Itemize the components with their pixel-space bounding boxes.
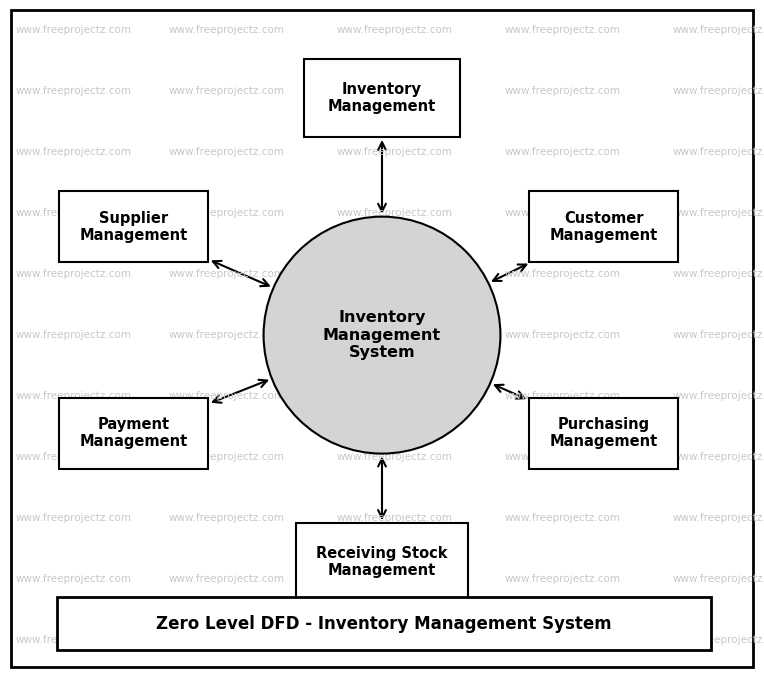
Text: Receiving Stock
Management: Receiving Stock Management: [316, 546, 448, 578]
Text: www.freeprojectz.com: www.freeprojectz.com: [168, 330, 284, 340]
Text: www.freeprojectz.com: www.freeprojectz.com: [336, 513, 452, 523]
Text: www.freeprojectz.com: www.freeprojectz.com: [672, 391, 764, 401]
FancyBboxPatch shape: [529, 397, 678, 468]
Text: www.freeprojectz.com: www.freeprojectz.com: [504, 574, 620, 584]
Text: Inventory
Management
System: Inventory Management System: [323, 310, 441, 360]
FancyBboxPatch shape: [57, 597, 711, 650]
Text: www.freeprojectz.com: www.freeprojectz.com: [168, 148, 284, 157]
Text: www.freeprojectz.com: www.freeprojectz.com: [672, 513, 764, 523]
Text: www.freeprojectz.com: www.freeprojectz.com: [336, 87, 452, 96]
Text: www.freeprojectz.com: www.freeprojectz.com: [15, 391, 131, 401]
Text: www.freeprojectz.com: www.freeprojectz.com: [168, 87, 284, 96]
Text: Inventory
Management: Inventory Management: [328, 82, 436, 114]
Text: www.freeprojectz.com: www.freeprojectz.com: [168, 635, 284, 645]
Text: www.freeprojectz.com: www.freeprojectz.com: [15, 26, 131, 35]
Text: www.freeprojectz.com: www.freeprojectz.com: [15, 269, 131, 279]
Text: www.freeprojectz.com: www.freeprojectz.com: [168, 452, 284, 462]
Text: www.freeprojectz.com: www.freeprojectz.com: [15, 635, 131, 645]
FancyBboxPatch shape: [296, 523, 468, 601]
Text: www.freeprojectz.com: www.freeprojectz.com: [672, 209, 764, 218]
Text: www.freeprojectz.com: www.freeprojectz.com: [168, 391, 284, 401]
Text: www.freeprojectz.com: www.freeprojectz.com: [168, 269, 284, 279]
Text: www.freeprojectz.com: www.freeprojectz.com: [336, 452, 452, 462]
Text: www.freeprojectz.com: www.freeprojectz.com: [672, 148, 764, 157]
Text: Customer
Management: Customer Management: [549, 211, 658, 243]
Text: www.freeprojectz.com: www.freeprojectz.com: [336, 209, 452, 218]
Text: www.freeprojectz.com: www.freeprojectz.com: [336, 26, 452, 35]
Text: Purchasing
Management: Purchasing Management: [549, 417, 658, 450]
Text: www.freeprojectz.com: www.freeprojectz.com: [15, 330, 131, 340]
Text: www.freeprojectz.com: www.freeprojectz.com: [504, 148, 620, 157]
Text: www.freeprojectz.com: www.freeprojectz.com: [15, 452, 131, 462]
Text: www.freeprojectz.com: www.freeprojectz.com: [168, 574, 284, 584]
Text: www.freeprojectz.com: www.freeprojectz.com: [15, 513, 131, 523]
Text: www.freeprojectz.com: www.freeprojectz.com: [504, 209, 620, 218]
Text: www.freeprojectz.com: www.freeprojectz.com: [336, 635, 452, 645]
FancyBboxPatch shape: [59, 191, 208, 262]
Text: www.freeprojectz.com: www.freeprojectz.com: [672, 87, 764, 96]
Text: www.freeprojectz.com: www.freeprojectz.com: [168, 209, 284, 218]
Text: www.freeprojectz.com: www.freeprojectz.com: [504, 330, 620, 340]
Text: www.freeprojectz.com: www.freeprojectz.com: [504, 513, 620, 523]
FancyBboxPatch shape: [11, 10, 753, 667]
Text: www.freeprojectz.com: www.freeprojectz.com: [504, 391, 620, 401]
Text: www.freeprojectz.com: www.freeprojectz.com: [336, 330, 452, 340]
Text: www.freeprojectz.com: www.freeprojectz.com: [336, 391, 452, 401]
Ellipse shape: [264, 217, 500, 454]
Text: www.freeprojectz.com: www.freeprojectz.com: [504, 87, 620, 96]
Text: www.freeprojectz.com: www.freeprojectz.com: [336, 148, 452, 157]
Text: www.freeprojectz.com: www.freeprojectz.com: [504, 26, 620, 35]
Text: www.freeprojectz.com: www.freeprojectz.com: [672, 330, 764, 340]
Text: www.freeprojectz.com: www.freeprojectz.com: [336, 574, 452, 584]
Text: www.freeprojectz.com: www.freeprojectz.com: [168, 513, 284, 523]
Text: www.freeprojectz.com: www.freeprojectz.com: [672, 26, 764, 35]
Text: www.freeprojectz.com: www.freeprojectz.com: [15, 209, 131, 218]
FancyBboxPatch shape: [304, 60, 460, 137]
Text: www.freeprojectz.com: www.freeprojectz.com: [168, 26, 284, 35]
Text: www.freeprojectz.com: www.freeprojectz.com: [672, 635, 764, 645]
Text: www.freeprojectz.com: www.freeprojectz.com: [672, 452, 764, 462]
Text: www.freeprojectz.com: www.freeprojectz.com: [15, 574, 131, 584]
FancyBboxPatch shape: [59, 397, 208, 468]
Text: Zero Level DFD - Inventory Management System: Zero Level DFD - Inventory Management Sy…: [156, 615, 612, 632]
Text: Supplier
Management: Supplier Management: [79, 211, 188, 243]
Text: www.freeprojectz.com: www.freeprojectz.com: [15, 148, 131, 157]
Text: www.freeprojectz.com: www.freeprojectz.com: [336, 269, 452, 279]
Text: www.freeprojectz.com: www.freeprojectz.com: [504, 635, 620, 645]
Text: Payment
Management: Payment Management: [79, 417, 188, 450]
Text: www.freeprojectz.com: www.freeprojectz.com: [504, 269, 620, 279]
Text: www.freeprojectz.com: www.freeprojectz.com: [672, 574, 764, 584]
Text: www.freeprojectz.com: www.freeprojectz.com: [672, 269, 764, 279]
Text: www.freeprojectz.com: www.freeprojectz.com: [504, 452, 620, 462]
FancyBboxPatch shape: [529, 191, 678, 262]
Text: www.freeprojectz.com: www.freeprojectz.com: [15, 87, 131, 96]
